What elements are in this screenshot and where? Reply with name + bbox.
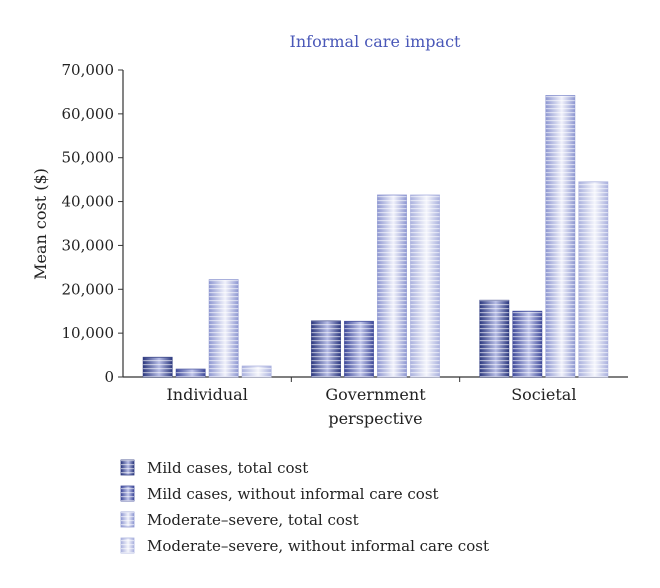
legend-swatch-stripes — [121, 512, 134, 527]
bar-stripes — [311, 320, 341, 377]
plot-area: 0 10,000 20,000 30,000 40,000 50,000 60,000 70,… — [62, 61, 628, 428]
bar-stripes — [377, 194, 407, 377]
bar-stripes — [578, 181, 608, 377]
bar-stripes — [512, 311, 542, 377]
legend-swatch-stripes — [121, 486, 134, 501]
bar-stripes — [410, 194, 440, 377]
bar-stripes — [479, 300, 509, 377]
bar-stripes — [143, 357, 173, 377]
y-tick-label: 30,000 — [62, 236, 115, 254]
y-tick-label: 0 — [104, 368, 114, 386]
y-tick-label: 20,000 — [62, 280, 115, 298]
legend-swatch-stripes — [121, 460, 134, 475]
y-axis-title: Mean cost ($) — [31, 168, 50, 280]
x-category-label: perspective — [328, 409, 422, 428]
x-category-label: Government — [325, 385, 426, 404]
x-category-label: Societal — [511, 385, 576, 404]
legend-label: Mild cases, total cost — [147, 459, 308, 477]
legend-label: Mild cases, without informal care cost — [147, 485, 439, 503]
chart-title: Informal care impact — [290, 32, 461, 51]
y-tick-label: 70,000 — [62, 61, 115, 79]
y-tick-label: 60,000 — [62, 105, 115, 123]
legend-swatch-stripes — [121, 538, 134, 553]
legend-label: Moderate–severe, without informal care c… — [147, 537, 489, 555]
bar-stripes — [242, 366, 272, 377]
bar-stripes — [545, 95, 575, 378]
bar-stripes — [176, 369, 206, 377]
legend: Mild cases, total cost Mild cases, withou… — [120, 459, 489, 555]
y-tick-label: 50,000 — [62, 149, 115, 167]
x-category-label: Individual — [166, 385, 247, 404]
legend-label: Moderate–severe, total cost — [147, 511, 359, 529]
y-tick-label: 40,000 — [62, 193, 115, 211]
y-tick-label: 10,000 — [62, 324, 115, 342]
bar-stripes — [209, 279, 239, 377]
bar-stripes — [344, 321, 374, 377]
